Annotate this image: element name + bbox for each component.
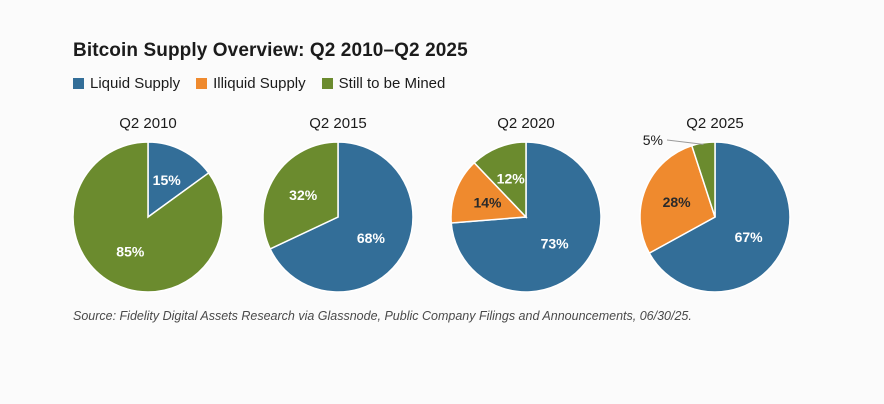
pie-label-q2-2010-0: 15% bbox=[153, 172, 182, 188]
pie-slice-q2-2010-0 bbox=[147, 141, 210, 219]
pie-slice-q2-2025-0 bbox=[648, 141, 791, 293]
legend-item-liquid: Liquid Supply bbox=[73, 75, 180, 92]
chart-title: Bitcoin Supply Overview: Q2 2010–Q2 2025 bbox=[73, 40, 468, 61]
pie-slice-q2-2025-2 bbox=[690, 141, 716, 218]
pie-slice-q2-2025-1 bbox=[639, 144, 716, 255]
pie-label-q2-2025-1: 28% bbox=[663, 194, 692, 210]
pie-label-q2-2020-1: 14% bbox=[473, 194, 502, 210]
pie-slice-q2-2010-2 bbox=[72, 141, 224, 293]
pie-label-q2-2020-0: 73% bbox=[541, 236, 570, 252]
legend-swatch-to-be-mined bbox=[321, 78, 333, 89]
legend-label-to-be-mined: Still to be Mined bbox=[338, 75, 446, 92]
legend-swatch-illiquid bbox=[196, 78, 208, 89]
pie-label-q2-2015-0: 68% bbox=[357, 230, 386, 246]
legend-swatch-liquid bbox=[73, 78, 84, 89]
pie-title-q2-2010: Q2 2010 bbox=[119, 115, 177, 132]
pie-title-q2-2020: Q2 2020 bbox=[497, 115, 555, 132]
pie-label-q2-2025-2: 5% bbox=[643, 132, 663, 148]
legend-item-illiquid: Illiquid Supply bbox=[196, 75, 306, 92]
legend: Liquid Supply Illiquid Supply Still to b… bbox=[73, 75, 445, 92]
pie-label-q2-2010-2: 85% bbox=[116, 244, 145, 260]
pie-slice-q2-2015-2 bbox=[262, 141, 339, 250]
legend-item-to-be-mined: Still to be Mined bbox=[321, 75, 446, 92]
pie-leader-q2-2025 bbox=[666, 139, 704, 145]
pie-title-q2-2015: Q2 2015 bbox=[309, 115, 367, 132]
pie-slice-q2-2020-2 bbox=[473, 141, 527, 219]
legend-label-illiquid: Illiquid Supply bbox=[213, 75, 306, 92]
source-note: Source: Fidelity Digital Assets Research… bbox=[73, 309, 692, 323]
pie-label-q2-2015-2: 32% bbox=[289, 187, 318, 203]
pie-label-q2-2025-0: 67% bbox=[735, 229, 764, 245]
legend-label-liquid: Liquid Supply bbox=[90, 75, 181, 92]
pie-slice-q2-2015-0 bbox=[269, 141, 414, 293]
pie-title-q2-2025: Q2 2025 bbox=[686, 115, 744, 132]
pie-label-q2-2020-2: 12% bbox=[497, 171, 526, 187]
pie-slice-q2-2020-1 bbox=[450, 161, 528, 224]
